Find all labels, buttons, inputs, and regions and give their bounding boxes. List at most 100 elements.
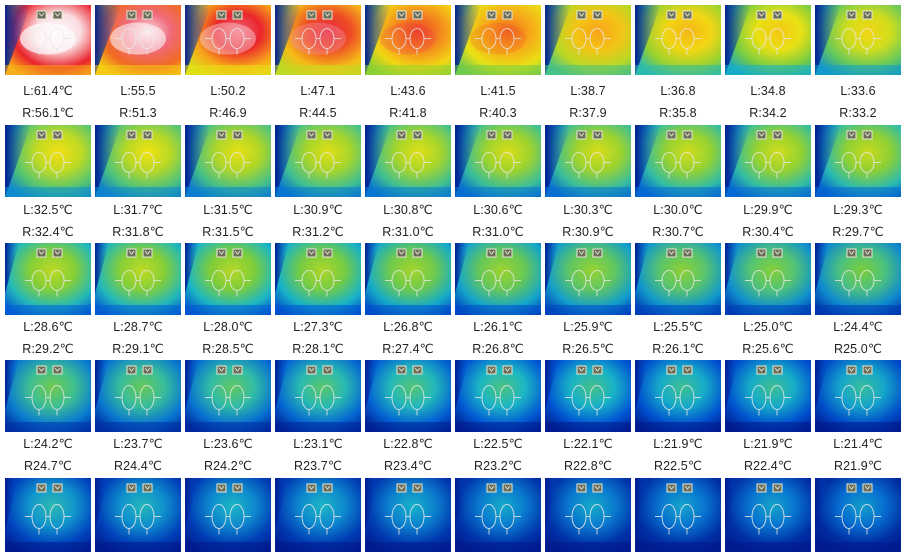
thermal-frame — [635, 5, 721, 75]
left-temperature-label: L:30.9℃ — [293, 203, 343, 217]
thermal-frame — [815, 478, 901, 552]
sensor-tag-icon — [666, 365, 677, 375]
thermal-frame — [185, 125, 271, 197]
sensor-tag-icon — [232, 10, 243, 20]
sensor-tag-icon — [306, 130, 317, 140]
left-temperature-label: L:28.0℃ — [203, 320, 253, 334]
thermal-frame — [455, 360, 541, 432]
sensor-tag-icon — [126, 483, 137, 493]
sensor-tag-icon — [666, 10, 677, 20]
thermal-frame — [725, 243, 811, 315]
right-temperature-label: R:31.0℃ — [382, 225, 434, 239]
sensor-tag-icon — [322, 365, 333, 375]
electrode-outline — [565, 384, 611, 416]
left-temperature-label: L:55.5 — [120, 84, 156, 98]
sensor-tag-icon — [412, 130, 423, 140]
electrode-outline — [385, 269, 431, 297]
sensor-tag-icon — [502, 130, 513, 140]
sensor-tag-icon — [592, 130, 603, 140]
right-temperature-label: R22.5℃ — [654, 459, 702, 473]
right-temperature-label: R:29.1℃ — [112, 342, 164, 356]
left-temperature-label: L:24.2℃ — [23, 437, 73, 451]
electrode-outline — [115, 504, 161, 535]
left-temperature-label: L:30.3℃ — [563, 203, 613, 217]
cool-edge — [95, 125, 121, 197]
electrode-outline — [745, 504, 791, 535]
sensor-tag-icon — [216, 10, 227, 20]
thermal-frame — [95, 125, 181, 197]
electrode-outline — [115, 384, 161, 416]
electrode-outline — [25, 269, 71, 297]
thermal-frame — [275, 243, 361, 315]
sensor-tag-icon — [846, 130, 857, 140]
sensor-tag-icon — [52, 365, 63, 375]
sensor-tag-icon — [396, 130, 407, 140]
sensor-tag-icon — [682, 248, 693, 258]
sensor-tag-icon — [126, 248, 137, 258]
sensor-tag-icon — [756, 130, 767, 140]
left-temperature-label: L:25.9℃ — [563, 320, 613, 334]
sensor-tag-icon — [772, 365, 783, 375]
thermal-frame — [725, 125, 811, 197]
thermal-frame — [455, 5, 541, 75]
electrode-outline — [205, 504, 251, 535]
right-temperature-label: R:41.8 — [389, 106, 427, 120]
cool-edge — [725, 125, 751, 197]
left-temperature-label: L:47.1 — [300, 84, 336, 98]
left-temperature-label: L:34.8 — [750, 84, 786, 98]
electrode-outline — [115, 28, 161, 55]
sensor-tag-icon — [756, 365, 767, 375]
thermal-frame — [5, 360, 91, 432]
sensor-tag-icon — [126, 10, 137, 20]
sensor-tag-icon — [756, 248, 767, 258]
electrode-outline — [205, 384, 251, 416]
right-temperature-label: R21.9℃ — [834, 459, 882, 473]
electrode-outline — [385, 384, 431, 416]
sensor-tag-icon — [126, 130, 137, 140]
electrode-outline — [115, 151, 161, 179]
left-temperature-label: L:50.2 — [210, 84, 246, 98]
thermal-frame — [95, 243, 181, 315]
right-temperature-label: R23.4℃ — [384, 459, 432, 473]
electrode-outline — [25, 504, 71, 535]
electrode-outline — [655, 269, 701, 297]
left-temperature-label: L:29.3℃ — [833, 203, 883, 217]
electrode-outline — [565, 28, 611, 55]
thermal-frame — [365, 243, 451, 315]
electrode-outline — [205, 28, 251, 55]
sensor-tag-icon — [486, 10, 497, 20]
sensor-tag-icon — [772, 130, 783, 140]
sensor-tag-icon — [772, 483, 783, 493]
sensor-tag-icon — [322, 10, 333, 20]
sensor-tag-icon — [142, 10, 153, 20]
thermal-frame — [275, 360, 361, 432]
thermal-frame — [815, 125, 901, 197]
left-temperature-label: L:28.6℃ — [23, 320, 73, 334]
left-temperature-label: L:30.0℃ — [653, 203, 703, 217]
right-temperature-label: R:26.1℃ — [652, 342, 704, 356]
right-temperature-label: R22.8℃ — [564, 459, 612, 473]
left-temperature-label: L:21.9℃ — [743, 437, 793, 451]
thermal-frame — [5, 5, 91, 75]
electrode-outline — [565, 151, 611, 179]
thermal-frame — [815, 360, 901, 432]
cool-edge — [365, 125, 391, 197]
left-temperature-label: L:22.1℃ — [563, 437, 613, 451]
sensor-tag-icon — [576, 365, 587, 375]
sensor-tag-icon — [36, 365, 47, 375]
thermal-frame — [635, 243, 721, 315]
thermal-frame — [365, 478, 451, 552]
thermal-frame — [635, 360, 721, 432]
sensor-tag-icon — [756, 483, 767, 493]
cool-edge — [455, 125, 481, 197]
sensor-tag-icon — [756, 10, 767, 20]
electrode-outline — [475, 151, 521, 179]
sensor-tag-icon — [576, 248, 587, 258]
electrode-outline — [655, 151, 701, 179]
sensor-tag-icon — [592, 365, 603, 375]
electrode-outline — [745, 269, 791, 297]
left-temperature-label: L:29.9℃ — [743, 203, 793, 217]
cool-edge — [95, 5, 121, 75]
thermal-frame — [185, 360, 271, 432]
thermal-frame — [5, 125, 91, 197]
